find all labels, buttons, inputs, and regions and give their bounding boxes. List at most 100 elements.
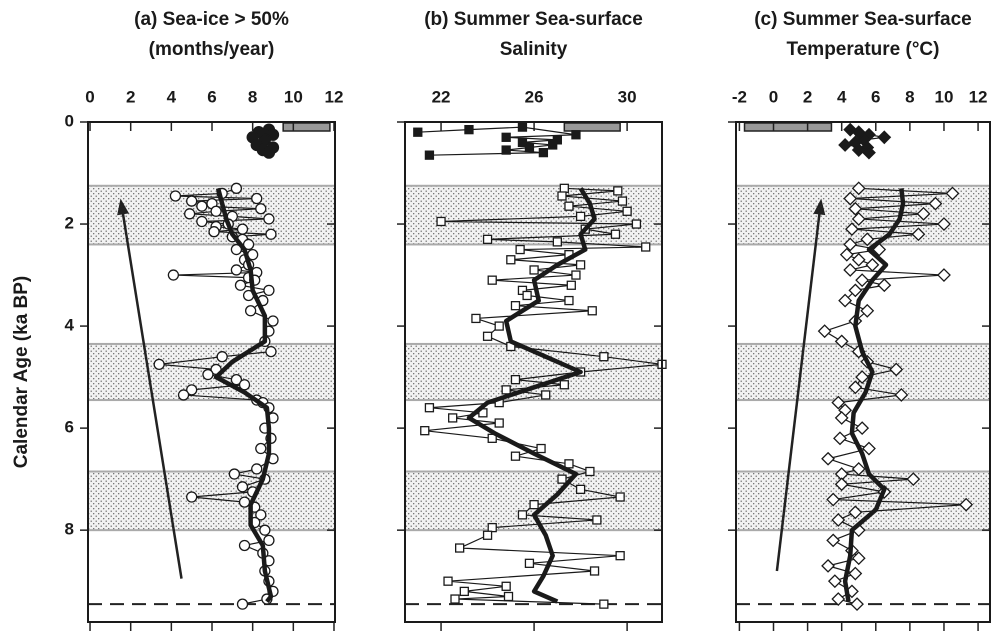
data-point [501,145,511,155]
data-point [210,205,222,217]
data-point [196,215,208,228]
data-point [860,303,875,318]
x-tick-label: 26 [525,87,544,106]
data-point [536,443,546,454]
plot-frame [87,121,336,623]
data-point [230,182,243,194]
modern-range-bar [743,122,833,132]
data-point [517,510,528,520]
plot-frame [404,121,663,623]
data-point [501,581,511,591]
data-point [838,293,853,308]
panel-title: (b) Summer Sea-surface [424,9,643,30]
data-point [585,466,595,477]
data-point [487,275,497,285]
data-point [831,592,846,606]
data-point [510,375,521,385]
data-point [196,200,208,212]
data-point [564,295,574,306]
data-point [251,192,263,205]
data-point [552,135,562,145]
data-point [517,122,528,132]
data-point [263,213,275,225]
data-point [177,389,190,401]
data-point [228,468,241,480]
data-point [937,217,951,231]
data-point [263,284,275,297]
data-point [928,196,943,211]
panel-title: (months/year) [149,39,275,60]
data-point [517,285,528,296]
data-point [571,130,581,140]
data-point [622,206,632,216]
x-tick-label: 0 [85,87,94,106]
trend-arrow [775,208,822,572]
x-tick-label: 4 [167,87,177,106]
y-tick-label: 4 [65,316,75,335]
x-tick-label: 8 [905,87,914,106]
data-point [839,247,854,262]
data-point [851,252,866,267]
data-point [831,513,846,527]
data-point [482,331,493,341]
data-point [575,211,586,222]
data-point [242,238,255,251]
record-line [824,187,967,605]
data-point [851,551,866,566]
data-point [230,264,243,276]
data-point [631,219,642,229]
data-point [450,594,460,604]
data-point [494,418,504,428]
trend-arrow-head [117,198,129,216]
trend-arrow [120,208,183,579]
data-point [826,533,841,548]
data-point [615,492,625,502]
data-point [641,242,651,252]
data-point [424,150,435,160]
data-point [236,481,249,493]
data-point [216,351,228,363]
data-point [937,268,951,282]
smoothed-line [466,187,597,604]
data-point [834,477,849,492]
modern-range-bar [282,122,331,132]
data-point [236,598,249,610]
y-axis-label: Calendar Age (ka BP) [11,276,32,469]
data-point [848,566,863,581]
data-point [564,201,574,211]
data-point [564,459,574,469]
data-point [615,551,625,561]
data-point [517,137,528,148]
data-point [510,301,521,311]
data-point [259,524,271,536]
data-point [848,505,863,520]
data-point [826,492,841,507]
data-point [894,388,909,402]
data-point [552,237,562,247]
data-point [855,273,870,288]
x-tick-label: 30 [618,87,637,106]
data-point [448,413,458,423]
data-point [559,183,569,193]
x-tick-label: 10 [284,87,303,106]
data-point [262,146,276,159]
data-point [610,229,621,239]
data-point [238,539,251,552]
x-tick-label: 22 [432,87,451,106]
x-tick-label: -2 [732,87,747,106]
panel-title: Temperature (°C) [787,39,940,60]
x-tick-label: 2 [126,87,135,106]
x-tick-label: 12 [325,87,344,106]
data-point [834,334,849,349]
data-point [877,130,892,145]
x-tick-label: 0 [769,87,778,106]
data-point [186,195,198,207]
data-point [587,306,597,316]
data-point [911,227,926,242]
data-point [186,491,198,503]
data-point [821,451,835,466]
data-point [599,599,609,609]
data-point [251,463,263,475]
shaded-interval [404,184,663,246]
